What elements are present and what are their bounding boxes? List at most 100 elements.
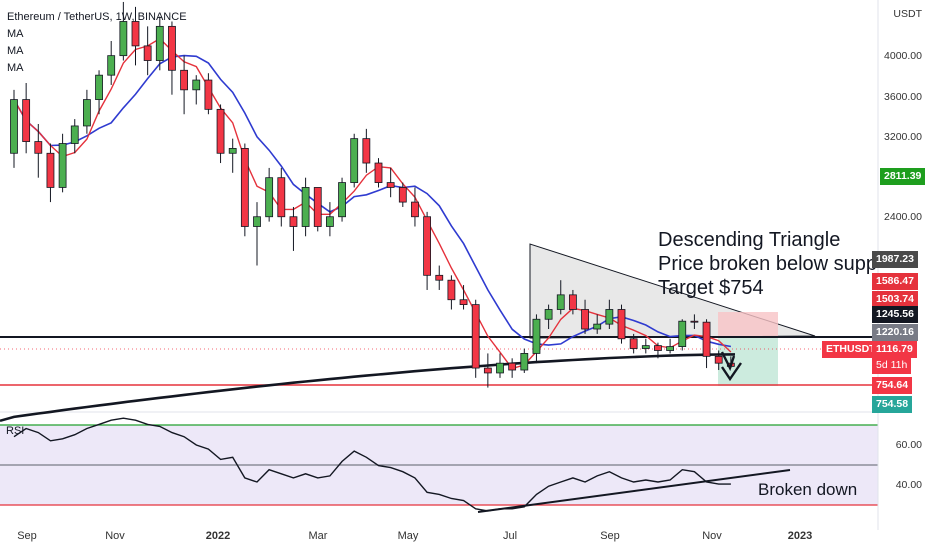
candle-body bbox=[338, 182, 346, 218]
x-label: 2022 bbox=[205, 530, 231, 542]
candle-body bbox=[714, 355, 723, 364]
candle-body bbox=[168, 25, 176, 71]
candle-body bbox=[313, 187, 322, 227]
candle-body bbox=[471, 304, 480, 369]
x-label: Mar bbox=[308, 530, 328, 542]
candle-body bbox=[678, 320, 687, 347]
candle-body bbox=[46, 152, 55, 188]
currency-label: USDT bbox=[893, 8, 922, 20]
price-tick: 2400.00 bbox=[884, 211, 922, 223]
candle-body bbox=[629, 338, 638, 349]
candle-body bbox=[496, 362, 504, 374]
rsi-label[interactable]: RSI bbox=[6, 425, 25, 437]
candle-body bbox=[22, 99, 31, 142]
indicator-ma-3[interactable]: MA bbox=[7, 62, 24, 74]
candle-body bbox=[386, 182, 395, 188]
rsi-tick: 60.00 bbox=[895, 439, 922, 451]
candle-body bbox=[350, 138, 359, 183]
candle-body bbox=[593, 323, 602, 330]
symbol-title[interactable]: Ethereum / TetherUS, 1W, BINANCE bbox=[7, 11, 187, 23]
annotation-line-2: Price broken below supp bbox=[658, 253, 876, 275]
x-label: Sep bbox=[17, 530, 37, 542]
candle-body bbox=[398, 187, 407, 203]
candle-body bbox=[325, 216, 334, 227]
price-tag-target: 754.64 bbox=[872, 377, 913, 394]
candle-body bbox=[216, 108, 225, 154]
candle-body bbox=[666, 346, 674, 351]
candle-body bbox=[253, 216, 261, 227]
price-tag-target-zone: 754.58 bbox=[872, 396, 913, 413]
candle-body bbox=[107, 55, 116, 76]
candle-body bbox=[641, 345, 650, 349]
x-label: 2023 bbox=[787, 530, 813, 542]
candle-body bbox=[277, 177, 286, 218]
candle-body bbox=[532, 318, 541, 354]
price-tick: 3600.00 bbox=[884, 91, 922, 103]
candle-body bbox=[508, 362, 517, 371]
candle-body bbox=[70, 125, 79, 144]
price-tag-current: 1116.79 bbox=[872, 341, 917, 358]
price-tag-stop: 1503.74 bbox=[872, 291, 918, 308]
price-tick: 4000.00 bbox=[884, 50, 922, 62]
x-label: Sep bbox=[600, 530, 620, 542]
candle-body bbox=[654, 345, 662, 351]
ma-200-line bbox=[0, 353, 735, 423]
x-label: May bbox=[397, 530, 419, 542]
x-label: Nov bbox=[105, 530, 125, 542]
annotation-line-1: Descending Triangle bbox=[658, 229, 841, 251]
candle-body bbox=[301, 187, 310, 227]
candle-body bbox=[447, 279, 456, 301]
candle-body bbox=[581, 309, 589, 330]
indicator-ma-2[interactable]: MA bbox=[7, 45, 24, 57]
candle-body bbox=[240, 147, 249, 227]
candle-body bbox=[569, 294, 577, 310]
countdown-tag: 5d 11h bbox=[872, 357, 912, 374]
candle-body bbox=[374, 162, 383, 183]
rsi-annotation: Broken down bbox=[758, 480, 858, 499]
candle-body bbox=[289, 216, 298, 227]
candle-body bbox=[155, 25, 164, 61]
candle-body bbox=[702, 321, 711, 357]
candle-body bbox=[520, 353, 529, 371]
stop-zone bbox=[718, 312, 778, 338]
candle-body bbox=[265, 177, 274, 218]
price-tag-triangle-top: 1987.23 bbox=[872, 251, 918, 268]
candle-body bbox=[435, 274, 444, 281]
price-tag-ma-200: 1220.16 bbox=[872, 324, 918, 341]
candle-body bbox=[180, 69, 189, 91]
candle-body bbox=[204, 79, 213, 110]
candle-body bbox=[131, 21, 140, 47]
candle-body bbox=[362, 138, 371, 164]
candle-body bbox=[228, 147, 237, 154]
candle-body bbox=[119, 21, 128, 57]
indicator-ma-1[interactable]: MA bbox=[7, 28, 24, 40]
candle-body bbox=[83, 99, 91, 127]
candle-body bbox=[605, 309, 614, 325]
candle-body bbox=[459, 299, 468, 306]
price-tag-support: 1245.56 bbox=[872, 306, 918, 323]
candle-body bbox=[192, 79, 201, 91]
x-label: Jul bbox=[502, 530, 518, 542]
candle-body bbox=[34, 141, 43, 154]
candle-body bbox=[544, 309, 553, 320]
down-arrow-icon bbox=[720, 351, 742, 382]
candle-body bbox=[411, 201, 419, 218]
price-tag-ma-red: 1586.47 bbox=[872, 273, 918, 290]
candle-body bbox=[143, 45, 152, 61]
candle-body bbox=[556, 294, 565, 310]
rsi-line bbox=[13, 417, 731, 512]
candle-body bbox=[10, 99, 18, 154]
price-tick: 3200.00 bbox=[884, 131, 922, 143]
price-tag-ma-high: 2811.39 bbox=[880, 168, 926, 185]
candle-body bbox=[483, 367, 492, 374]
x-label: Nov bbox=[702, 530, 722, 542]
candle-body bbox=[423, 216, 432, 276]
ticker-tag[interactable]: ETHUSDT bbox=[822, 341, 880, 358]
rsi-trendline bbox=[477, 469, 791, 513]
annotation-line-3: Target $754 bbox=[658, 277, 764, 299]
candle-body bbox=[690, 320, 699, 323]
candle-body bbox=[58, 143, 67, 188]
candle-body bbox=[617, 309, 626, 340]
rsi-tick: 40.00 bbox=[895, 479, 922, 491]
